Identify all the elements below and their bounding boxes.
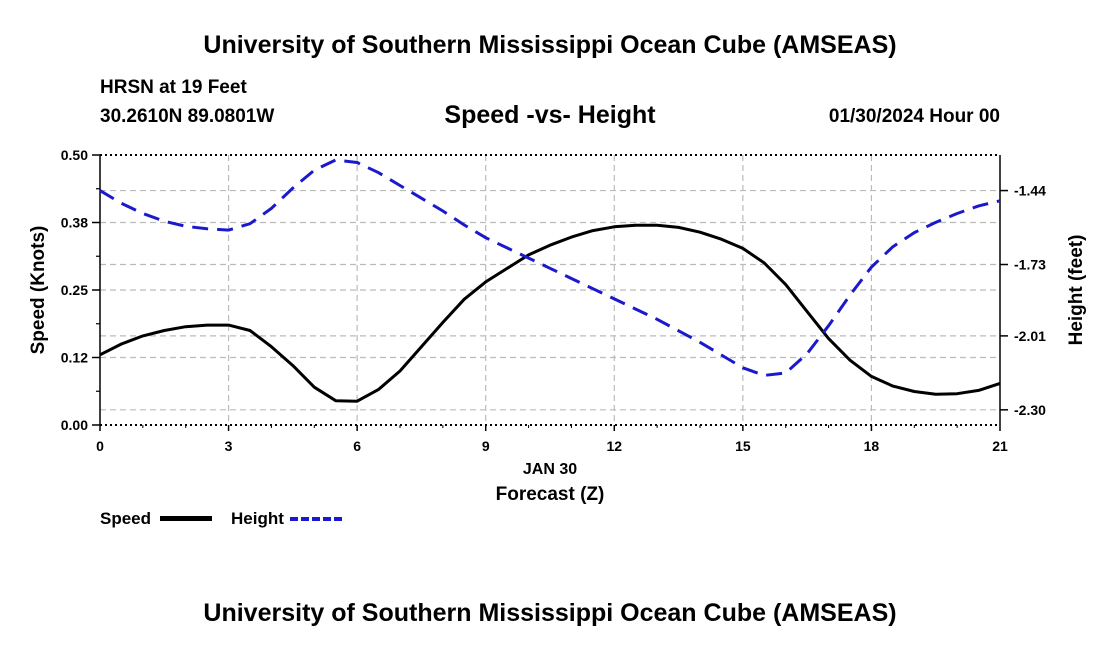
chart-subtitle: Speed -vs- Height: [444, 101, 656, 129]
y-axis-right-label: Height (feet): [1066, 235, 1087, 346]
axes: 0.00 0.12 0.25 0.38 0.50 -1.44 -1.73 -2.01 -2.30…: [61, 147, 1046, 454]
y-left-tick-label: 0.00: [61, 417, 88, 433]
x-tick-label: 15: [735, 438, 751, 454]
x-tick-label: 0: [96, 438, 104, 454]
legend-height-swatch: [290, 517, 342, 521]
y-right-tick-label: -2.01: [1014, 328, 1046, 344]
speed-series-line: [99, 223, 1001, 403]
x-tick-label: 6: [353, 438, 361, 454]
x-tick-label: 21: [992, 438, 1008, 454]
y-right-tick-label: -1.73: [1014, 257, 1046, 273]
x-axis-date-label: JAN 30: [523, 461, 577, 478]
datetime-label: 01/30/2024 Hour 00: [828, 106, 1000, 127]
x-tick-label: 9: [482, 438, 490, 454]
legend-height-label: Height: [231, 509, 284, 528]
y-right-tick-label: -1.44: [1014, 183, 1046, 199]
legend-speed-label: Speed: [100, 509, 152, 528]
y-left-tick-label: 0.38: [61, 215, 88, 231]
y-left-tick-label: 0.25: [61, 282, 88, 298]
x-tick-label: 18: [864, 438, 880, 454]
chart-title-repeat: University of Southern Mississippi Ocean…: [203, 599, 897, 627]
chart-title: University of Southern Mississippi Ocean…: [203, 31, 897, 59]
y-left-tick-label: 0.12: [61, 350, 88, 366]
y-right-tick-label: -2.30: [1014, 402, 1046, 418]
coordinates-label: 30.2610N 89.0801W: [100, 106, 275, 127]
x-axis-label: Forecast (Z): [496, 484, 605, 505]
x-tick-label: 3: [225, 438, 233, 454]
y-left-tick-label: 0.50: [61, 147, 88, 163]
station-label: HRSN at 19 Feet: [100, 77, 247, 98]
height-series-line: [99, 158, 1001, 377]
y-axis-left-label: Speed (Knots): [28, 226, 49, 355]
series: [99, 158, 1001, 403]
grid: [100, 155, 1000, 425]
legend-speed-swatch: [160, 516, 212, 521]
x-tick-label: 12: [606, 438, 622, 454]
